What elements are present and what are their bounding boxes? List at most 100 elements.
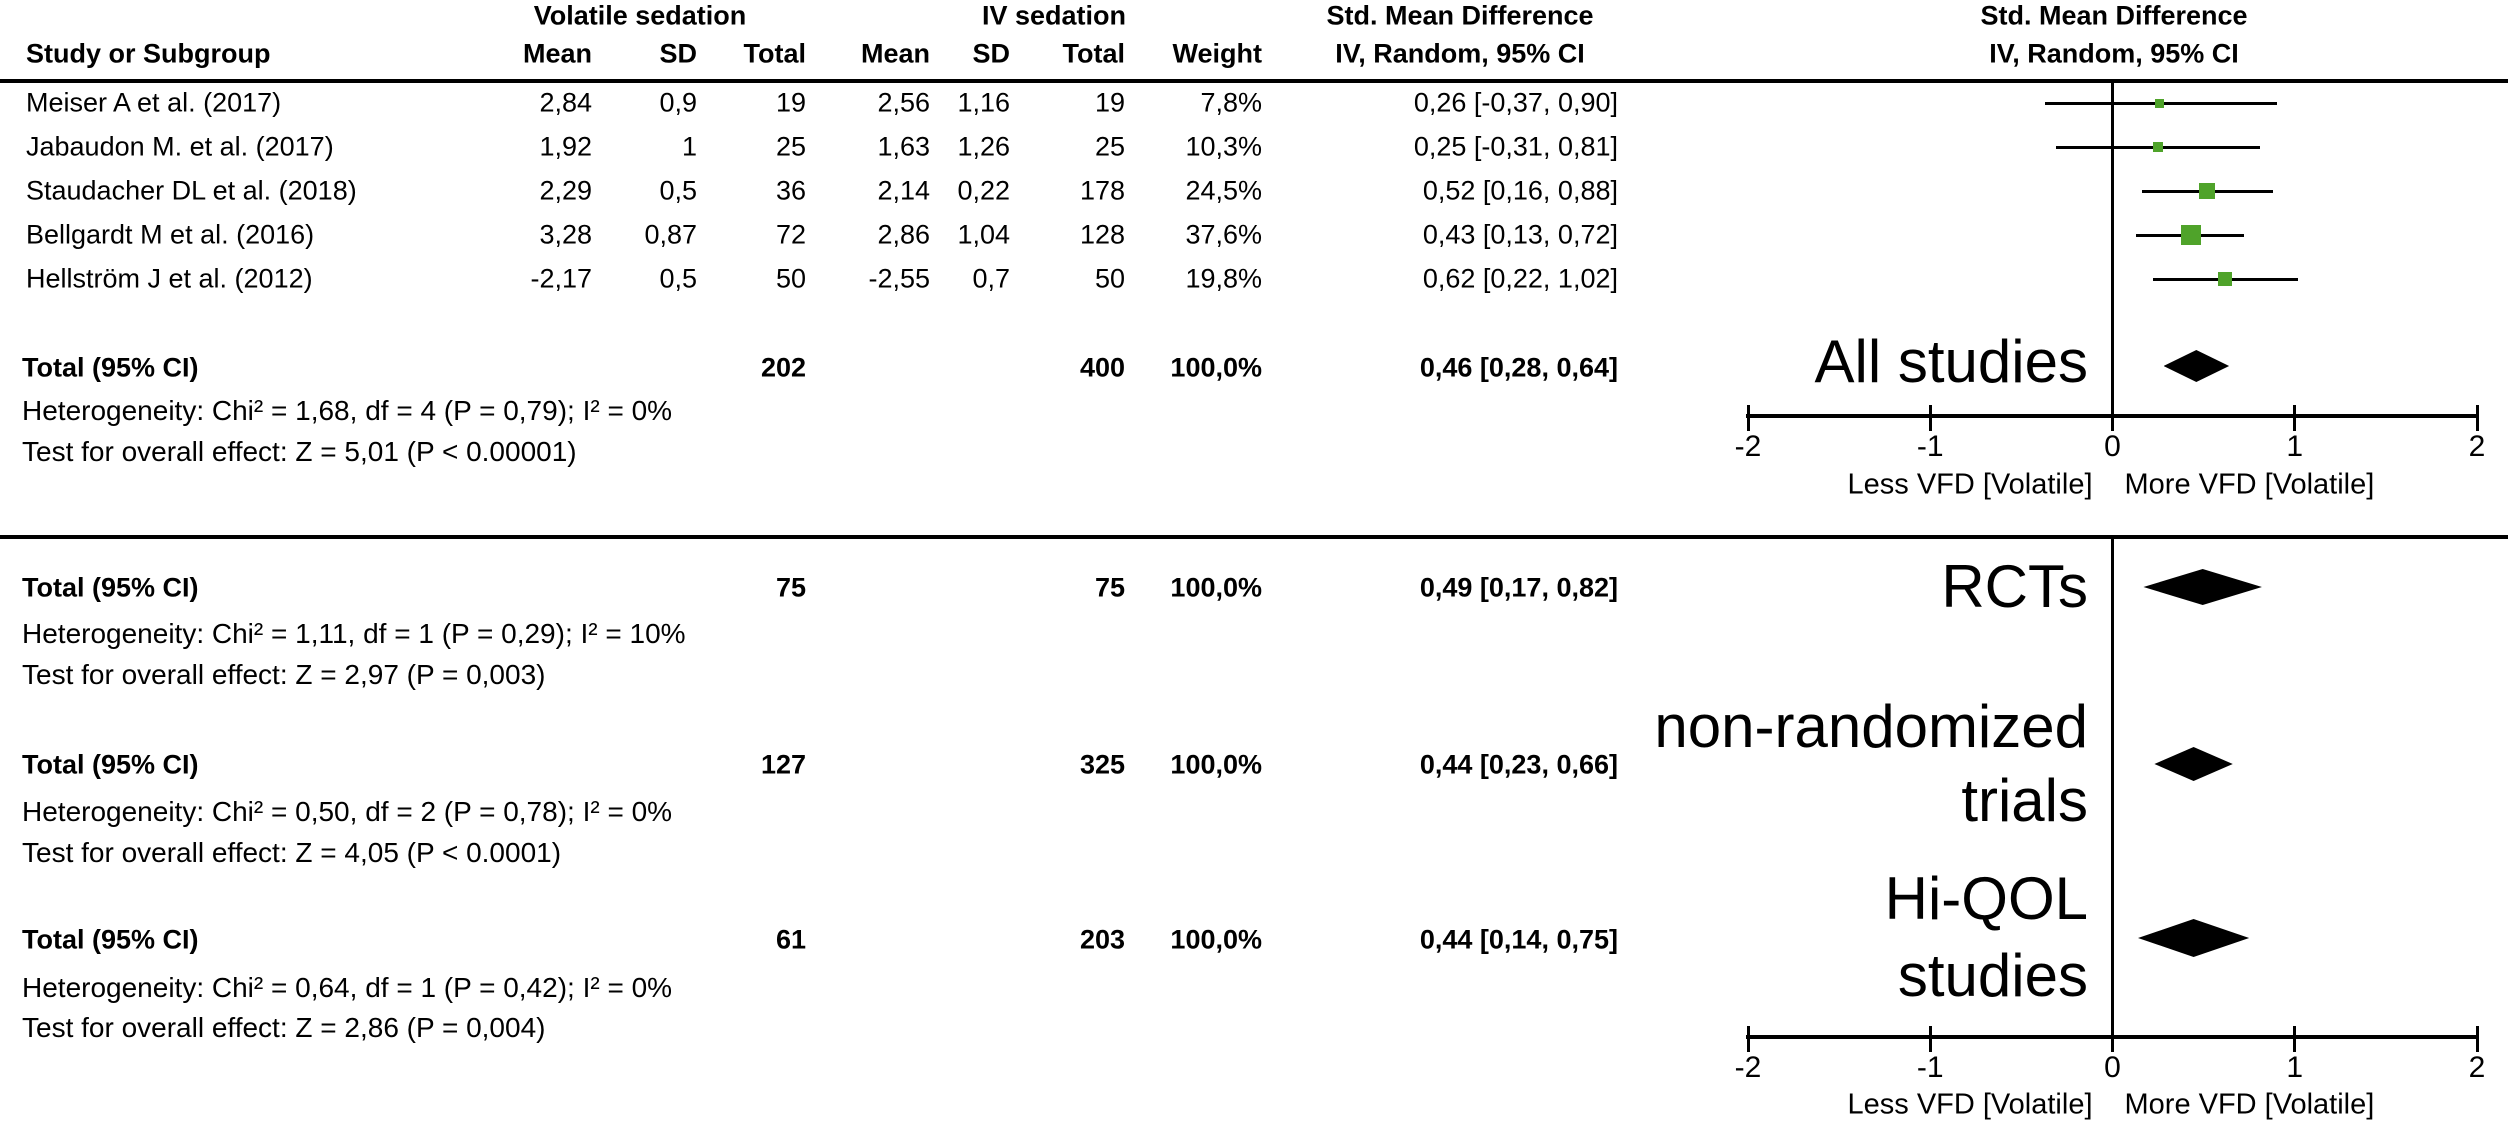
- overall-effect-stats: Test for overall effect: Z = 5,01 (P < 0…: [22, 436, 577, 467]
- iv-group-header: IV sedation: [981, 0, 1127, 31]
- axis-tick-label: 2: [2468, 1051, 2486, 1084]
- cell-smd-ci: 0,43 [0,13, 0,72]: [1422, 219, 1618, 250]
- axis-tick-label: -1: [1916, 1051, 1944, 1084]
- subgroup-label: Hi-QOL: [1884, 865, 2088, 932]
- overall-effect-stats: Test for overall effect: Z = 2,86 (P = 0…: [22, 1012, 546, 1043]
- total-iv-n: 325: [1079, 749, 1125, 780]
- total-row-label: Total (95% CI): [22, 749, 199, 780]
- cell-iv-total: 178: [1079, 175, 1125, 206]
- cell-iv-mean: -2,55: [868, 263, 930, 294]
- axis-caption-left: Less VFD [Volatile]: [1847, 1088, 2093, 1121]
- cell-weight: 24,5%: [1185, 175, 1262, 206]
- heterogeneity-stats: Heterogeneity: Chi² = 1,11, df = 1 (P = …: [22, 618, 686, 649]
- total-row-label: Total (95% CI): [22, 352, 199, 383]
- study-name: Bellgardt M et al. (2016): [26, 219, 315, 250]
- total-iv-n: 75: [1094, 572, 1125, 603]
- axis-tick: [1928, 405, 1932, 431]
- study-name: Hellström J et al. (2012): [26, 263, 313, 294]
- axis-tick: [1928, 1026, 1932, 1052]
- cell-volatile-total: 36: [775, 175, 806, 206]
- total-weight: 100,0%: [1170, 924, 1262, 955]
- total-weight: 100,0%: [1170, 572, 1262, 603]
- smd-column-header-line1: Std. Mean Difference: [1326, 0, 1594, 31]
- study-name: Staudacher DL et al. (2018): [26, 175, 357, 206]
- axis-caption-right: More VFD [Volatile]: [2124, 1088, 2375, 1121]
- cell-iv-sd: 1,26: [957, 131, 1010, 162]
- cell-volatile-mean: 2,84: [539, 87, 592, 118]
- cell-iv-mean: 2,86: [877, 219, 930, 250]
- cell-iv-sd: 0,7: [972, 263, 1010, 294]
- cell-weight: 10,3%: [1185, 131, 1262, 162]
- effect-marker: [2180, 225, 2201, 245]
- cell-iv-mean: 2,56: [877, 87, 930, 118]
- cell-volatile-sd: 0,5: [659, 175, 697, 206]
- axis-tick: [1746, 1026, 1750, 1052]
- cell-smd-ci: 0,62 [0,22, 1,02]: [1422, 263, 1618, 294]
- axis-tick: [2111, 405, 2114, 431]
- axis-tick-label: 0: [2104, 430, 2121, 463]
- effect-marker: [2199, 183, 2216, 199]
- total-volatile-n: 75: [775, 572, 806, 603]
- heterogeneity-stats: Heterogeneity: Chi² = 1,68, df = 4 (P = …: [22, 395, 673, 426]
- smd-column-header-line2: IV, Random, 95% CI: [1335, 38, 1585, 69]
- weight-header: Weight: [1172, 38, 1263, 69]
- axis-tick: [1746, 405, 1750, 431]
- effect-marker: [2153, 142, 2164, 152]
- volatile-group-header: Volatile sedation: [533, 0, 747, 31]
- cell-volatile-total: 25: [775, 131, 806, 162]
- effect-marker: [2218, 272, 2233, 286]
- cell-weight: 19,8%: [1185, 263, 1262, 294]
- total-weight: 100,0%: [1170, 352, 1262, 383]
- cell-volatile-sd: 1: [681, 131, 697, 162]
- cell-volatile-sd: 0,5: [659, 263, 697, 294]
- cell-volatile-sd: 0,87: [644, 219, 697, 250]
- plot-header-line1: Std. Mean Difference: [1980, 0, 2248, 31]
- total-volatile-n: 61: [775, 924, 806, 955]
- summary-diamond: [2138, 919, 2250, 957]
- zero-effect-line: [2111, 81, 2114, 416]
- subgroup-label: non-randomized: [1654, 693, 2088, 760]
- summary-diamond: [2143, 569, 2262, 605]
- total-smd-ci: 0,44 [0,23, 0,66]: [1419, 749, 1618, 780]
- axis-tick-label: 1: [2286, 1051, 2304, 1084]
- volatile-mean-header: Mean: [522, 38, 592, 69]
- axis-tick-label: -2: [1734, 1051, 1762, 1084]
- study-name: Meiser A et al. (2017): [26, 87, 282, 118]
- cell-volatile-mean: -2,17: [530, 263, 592, 294]
- cell-volatile-total: 72: [775, 219, 806, 250]
- cell-volatile-mean: 1,92: [539, 131, 592, 162]
- subgroup-label: trials: [1961, 767, 2088, 834]
- total-smd-ci: 0,46 [0,28, 0,64]: [1419, 352, 1618, 383]
- cell-iv-sd: 0,22: [957, 175, 1010, 206]
- axis-tick-label: 0: [2104, 1051, 2121, 1084]
- axis-tick: [2475, 405, 2479, 431]
- total-iv-n: 203: [1079, 924, 1125, 955]
- study-column-header: Study or Subgroup: [26, 38, 271, 69]
- zero-effect-line: [2111, 537, 2114, 1037]
- cell-iv-total: 25: [1094, 131, 1125, 162]
- panel-divider: [0, 535, 2508, 539]
- axis-tick-label: 2: [2468, 430, 2486, 463]
- total-row-label: Total (95% CI): [22, 924, 199, 955]
- total-volatile-n: 202: [760, 352, 806, 383]
- volatile-total-header: Total: [743, 38, 807, 69]
- subgroup-label: All studies: [1814, 328, 2088, 395]
- cell-volatile-mean: 3,28: [539, 219, 592, 250]
- cell-iv-mean: 1,63: [877, 131, 930, 162]
- cell-volatile-sd: 0,9: [659, 87, 697, 118]
- total-row-label: Total (95% CI): [22, 572, 199, 603]
- axis-tick: [2475, 1026, 2479, 1052]
- total-smd-ci: 0,44 [0,14, 0,75]: [1419, 924, 1618, 955]
- total-smd-ci: 0,49 [0,17, 0,82]: [1419, 572, 1618, 603]
- total-volatile-n: 127: [760, 749, 806, 780]
- heterogeneity-stats: Heterogeneity: Chi² = 0,50, df = 2 (P = …: [22, 796, 673, 827]
- volatile-sd-header: SD: [659, 38, 697, 69]
- iv-sd-header: SD: [972, 38, 1010, 69]
- total-iv-n: 400: [1079, 352, 1125, 383]
- overall-effect-stats: Test for overall effect: Z = 2,97 (P = 0…: [22, 659, 546, 690]
- subgroup-label: RCTs: [1941, 553, 2088, 620]
- study-name: Jabaudon M. et al. (2017): [26, 131, 334, 162]
- summary-diamond: [2163, 350, 2230, 382]
- cell-smd-ci: 0,52 [0,16, 0,88]: [1422, 175, 1618, 206]
